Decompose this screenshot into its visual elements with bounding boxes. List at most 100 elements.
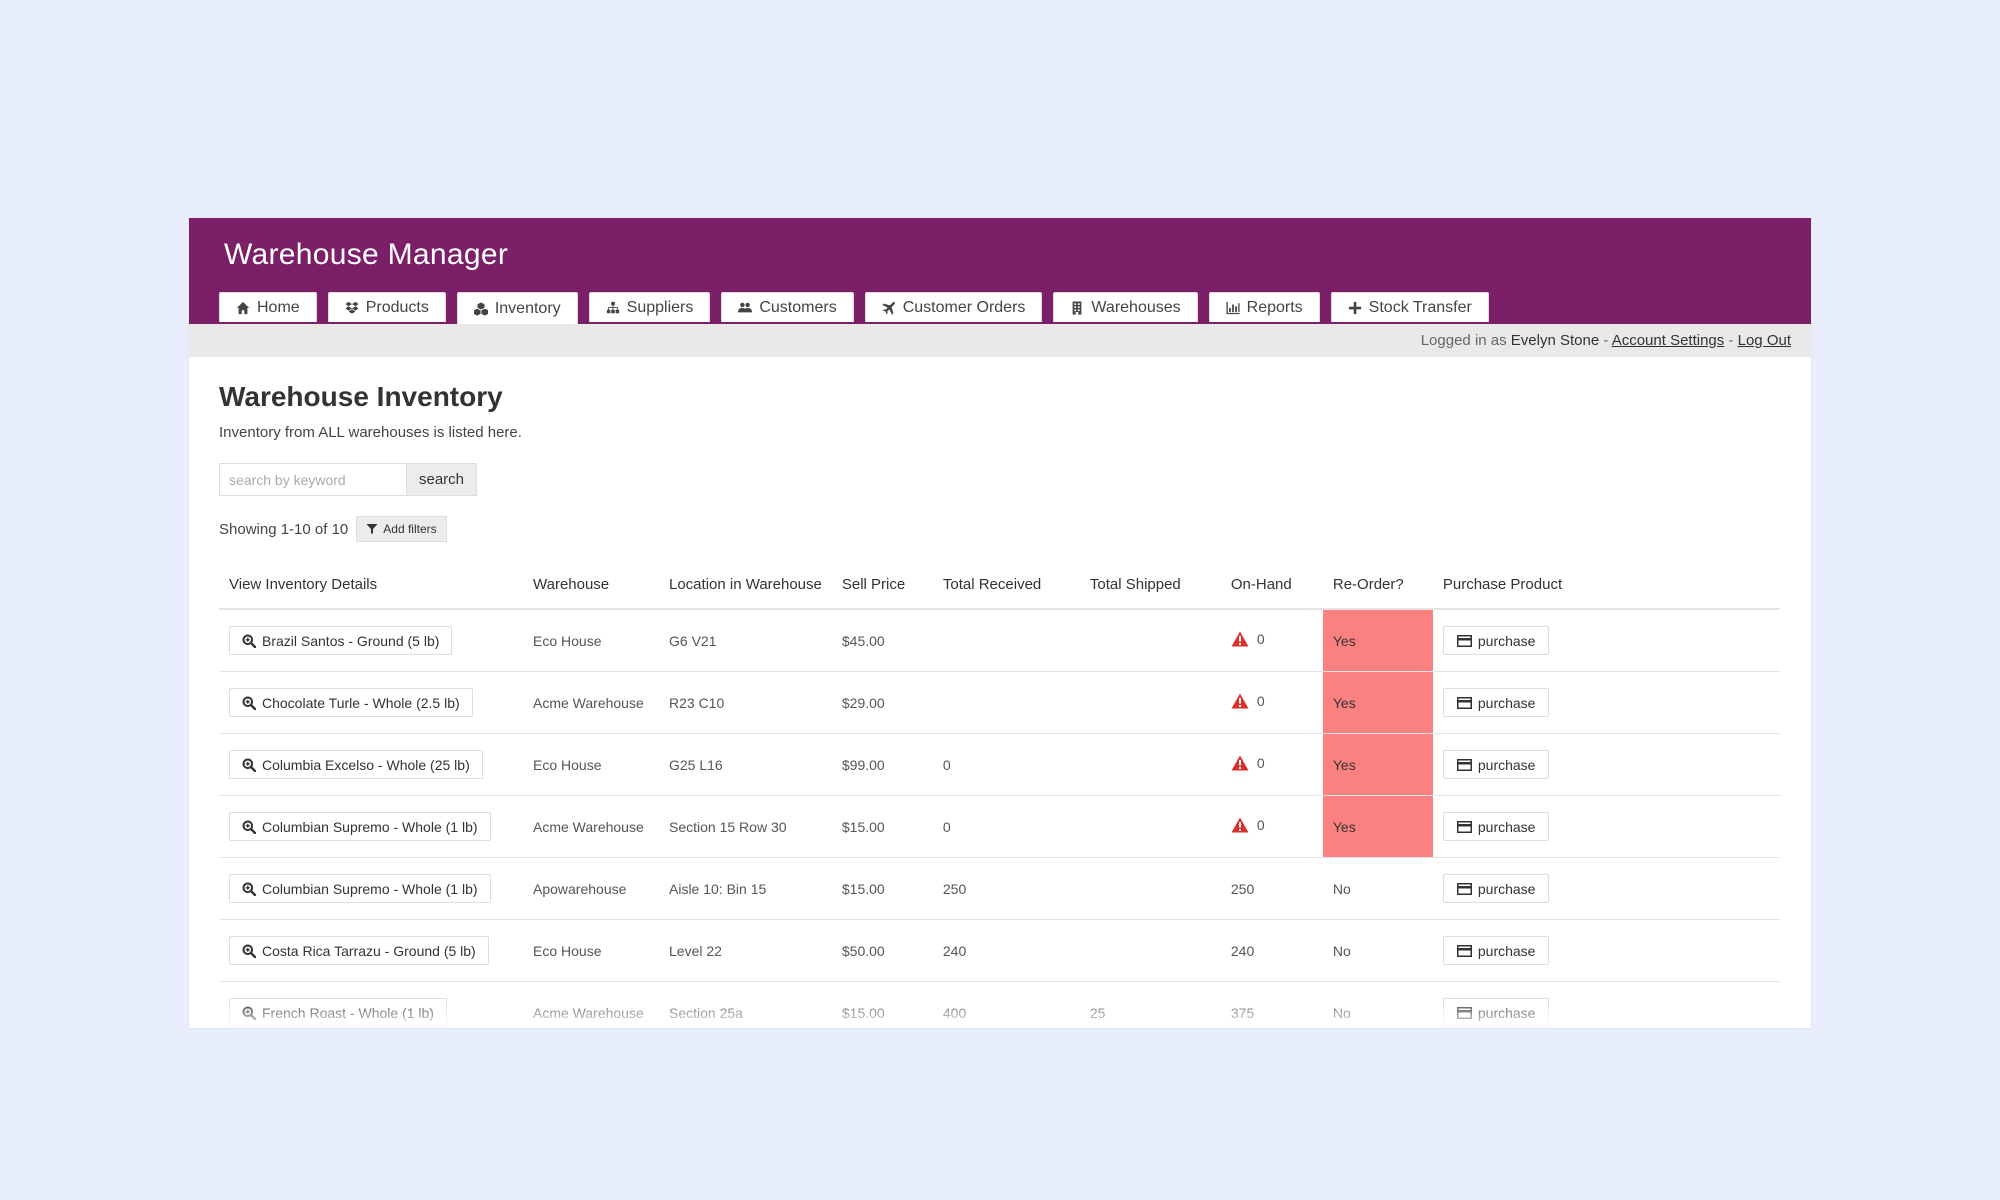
purchase-button[interactable]: purchase [1442,874,1550,903]
plane-icon [882,301,895,315]
purchase-button[interactable]: purchase [1442,812,1550,841]
table-row: Chocolate Turle - Whole (2.5 lb) Acme Wa… [219,671,1780,734]
account-settings-link[interactable]: Account Settings [1611,332,1725,349]
cell-purchase: purchase [1432,919,1780,982]
view-details-button[interactable]: Brazil Santos - Ground (5 lb) [229,626,453,655]
view-details-button[interactable]: Chocolate Turle - Whole (2.5 lb) [229,688,473,717]
zoom-in-icon [242,882,256,896]
purchase-button[interactable]: purchase [1442,626,1550,655]
cell-purchase: purchase [1432,857,1780,920]
tab-suppliers[interactable]: Suppliers [588,292,711,322]
tab-warehouses-label: Warehouses [1091,298,1181,316]
product-name: Columbia Excelso - Whole (25 lb) [262,756,470,773]
cell-purchase: purchase [1432,733,1780,796]
warning-icon [1231,817,1249,833]
view-details-button[interactable]: French Roast - Whole (1 lb) [229,998,447,1027]
logged-in-prefix: Logged in as [1420,332,1507,349]
view-details-button[interactable]: Columbia Excelso - Whole (25 lb) [229,750,483,779]
view-details-button[interactable]: Columbian Supremo - Whole (1 lb) [229,812,491,841]
tab-reports[interactable]: Reports [1208,292,1320,322]
user-status: Logged in as Evelyn Stone - Account Sett… [1421,332,1791,349]
credit-card-icon [1456,634,1472,647]
product-name: French Roast - Whole (1 lb) [262,1004,434,1021]
add-filters-button[interactable]: Add filters [356,516,447,542]
tab-stock-transfer-label: Stock Transfer [1368,298,1472,316]
view-details-button[interactable]: Costa Rica Tarrazu - Ground (5 lb) [229,936,489,965]
cell-details: French Roast - Whole (1 lb) [219,981,523,1028]
user-separator: - [1728,332,1734,349]
cell-total-shipped: 25 [1079,981,1221,1028]
tab-reports-label: Reports [1246,298,1303,316]
cell-total-shipped [1079,733,1221,796]
cell-sell-price: $29.00 [831,671,933,734]
zoom-in-icon [242,820,256,834]
tab-warehouses[interactable]: Warehouses [1053,292,1198,322]
purchase-button[interactable]: purchase [1442,688,1550,717]
cell-location: Level 22 [659,919,832,982]
purchase-label: purchase [1477,942,1536,959]
showing-count: Showing 1-10 of 10 [219,520,349,538]
tab-customer-orders[interactable]: Customer Orders [864,292,1043,322]
cell-on-hand: 0 [1220,671,1323,734]
zoom-in-icon [242,634,256,648]
zoom-in-icon [242,1006,256,1020]
col-header-details[interactable]: View Inventory Details [219,560,523,610]
search-button[interactable]: search [406,463,478,496]
cell-warehouse: Eco House [523,733,659,796]
tab-home[interactable]: Home [219,292,317,322]
credit-card-icon [1456,820,1472,833]
on-hand-count: 240 [1230,942,1255,959]
tab-stock-transfer[interactable]: Stock Transfer [1330,292,1489,322]
cell-sell-price: $45.00 [831,609,933,672]
col-header-reorder[interactable]: Re-Order? [1322,560,1433,610]
col-header-total-received[interactable]: Total Received [932,560,1080,610]
logout-link[interactable]: Log Out [1737,332,1791,349]
purchase-button[interactable]: purchase [1442,998,1550,1027]
cell-on-hand: 0 [1220,795,1323,858]
col-header-warehouse[interactable]: Warehouse [523,560,659,610]
warning-icon [1231,631,1249,647]
cell-details: Chocolate Turle - Whole (2.5 lb) [219,671,523,734]
credit-card-icon [1456,758,1472,771]
add-filters-label: Add filters [383,522,437,536]
on-hand-count: 0 [1256,817,1265,833]
plus-icon [1348,301,1361,314]
cell-total-received: 240 [932,919,1080,982]
product-name: Costa Rica Tarrazu - Ground (5 lb) [262,942,476,959]
table-row: Costa Rica Tarrazu - Ground (5 lb) Eco H… [219,919,1780,982]
building-icon [1073,300,1082,315]
col-header-sell-price[interactable]: Sell Price [831,560,933,610]
col-header-location[interactable]: Location in Warehouse [659,560,832,610]
cell-location: R23 C10 [659,671,832,734]
credit-card-icon [1456,944,1472,957]
on-hand-value: 0 [1231,631,1265,647]
product-name: Chocolate Turle - Whole (2.5 lb) [262,694,460,711]
col-header-purchase: Purchase Product [1432,560,1780,610]
cell-location: Section 15 Row 30 [659,795,832,858]
tab-home-label: Home [257,298,300,316]
cell-details: Costa Rica Tarrazu - Ground (5 lb) [219,919,523,982]
cell-total-received [932,609,1080,672]
tab-inventory[interactable]: Inventory [456,292,578,324]
tab-customers[interactable]: Customers [721,292,854,322]
col-header-on-hand[interactable]: On-Hand [1220,560,1323,610]
results-summary: Showing 1-10 of 10 Add filters [219,516,447,542]
cell-on-hand: 240 [1220,919,1323,982]
zoom-in-icon [242,944,256,958]
cell-total-shipped [1079,857,1221,920]
user-name: Evelyn Stone [1510,332,1600,349]
search-input[interactable] [219,463,406,496]
table-row: Columbian Supremo - Whole (1 lb) Apoware… [219,857,1780,920]
view-details-button[interactable]: Columbian Supremo - Whole (1 lb) [229,874,491,903]
purchase-button[interactable]: purchase [1442,936,1550,965]
filter-icon [366,524,378,534]
cell-total-shipped [1079,919,1221,982]
tab-products[interactable]: Products [327,292,446,322]
warning-icon [1231,755,1249,771]
purchase-button[interactable]: purchase [1442,750,1550,779]
on-hand-value: 375 [1231,1005,1254,1021]
col-header-total-shipped[interactable]: Total Shipped [1079,560,1221,610]
cell-reorder: Yes [1322,609,1433,672]
app-window: Warehouse Manager Home Products Inventor… [189,218,1811,1028]
cell-total-received: 400 [932,981,1080,1028]
